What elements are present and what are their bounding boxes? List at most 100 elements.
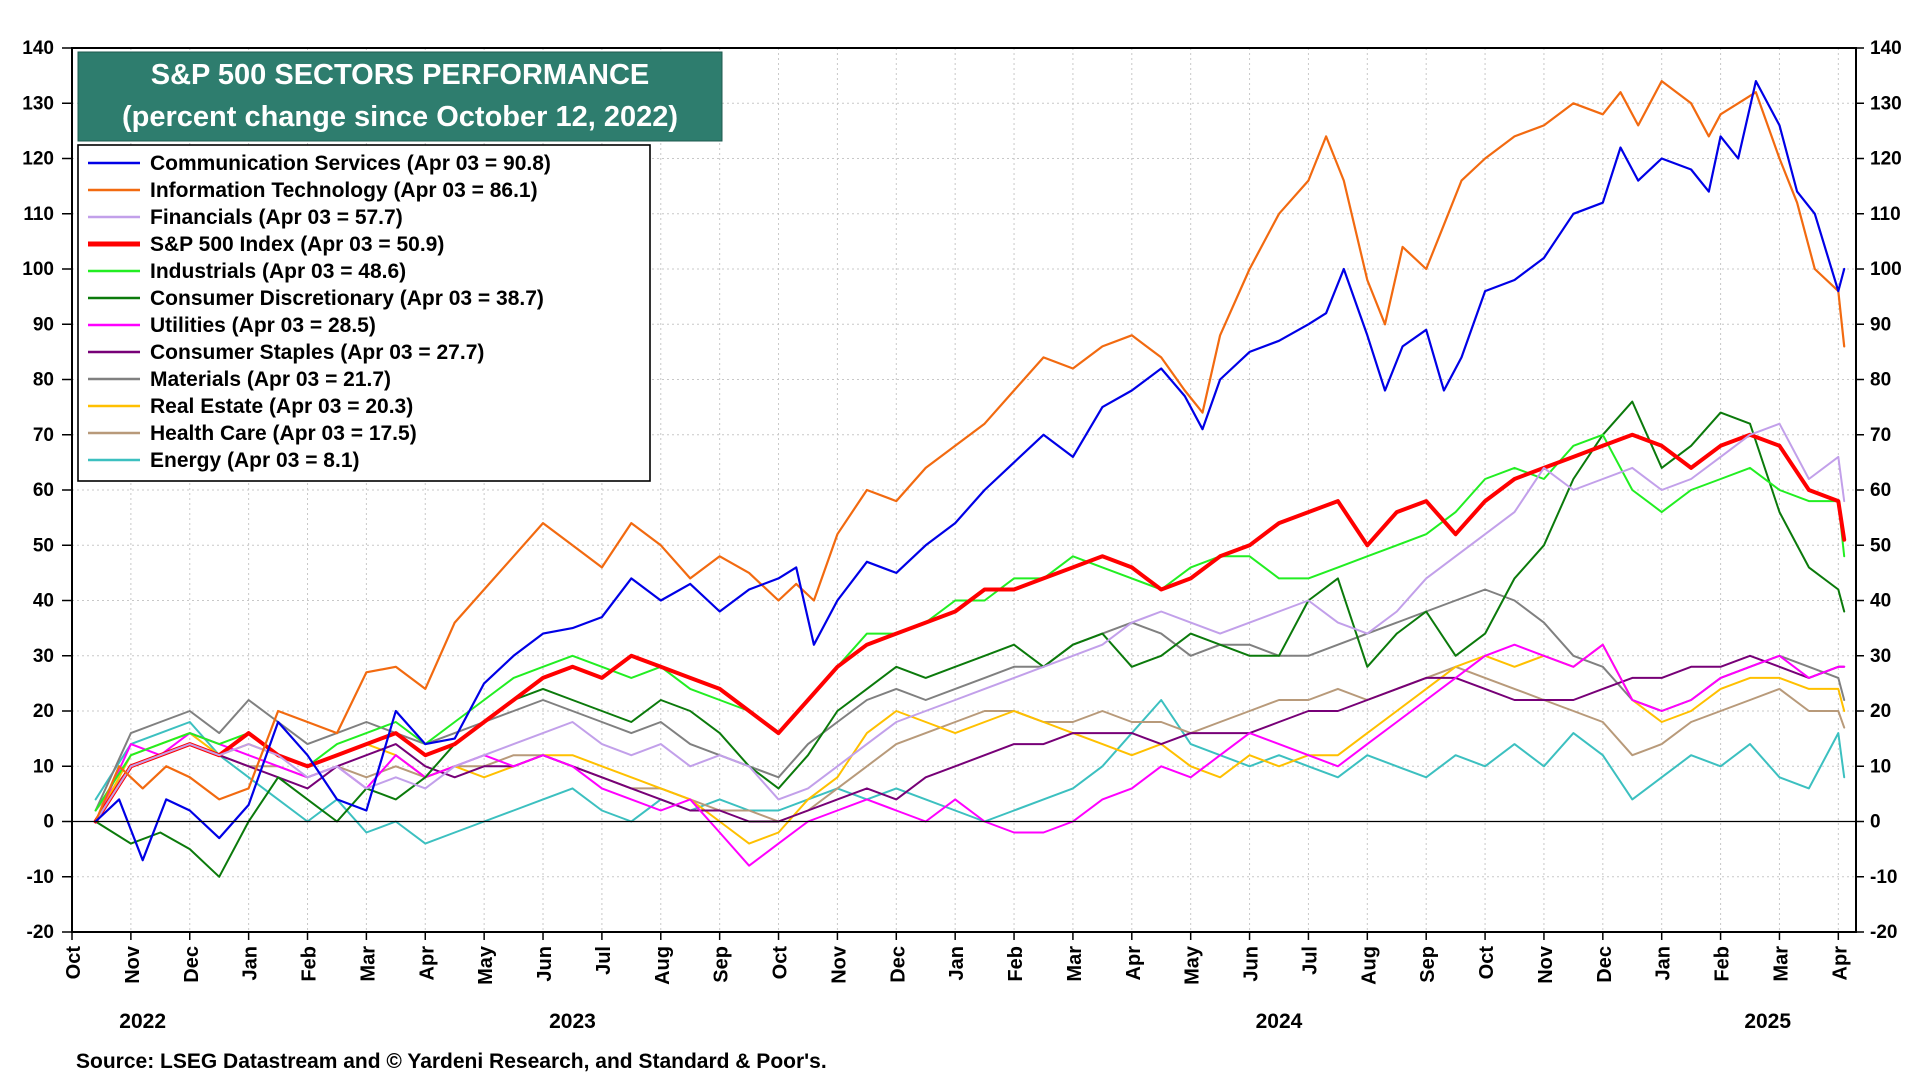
x-tick-label: Jul [593,946,615,975]
legend-label: Materials (Apr 03 = 21.7) [150,368,391,391]
x-tick-label: Dec [887,946,909,983]
x-tick-label: Feb [1005,946,1027,982]
x-tick-label: Nov [1535,945,1557,984]
y-tick-right: 70 [1870,425,1891,446]
series-line-2 [94,79,1846,823]
y-axis-right: -20 -10 0 10 20 30 40 50 60 70 80 90 100 110 120 130 140 [1856,38,1902,943]
y-tick-right: 20 [1870,701,1891,722]
y-tick-right: 0 [1870,812,1881,833]
series-line-5 [94,433,1846,812]
series-line-11 [94,665,1846,823]
x-tick-label: Mar [1770,946,1792,982]
legend-label: Health Care (Apr 03 = 17.5) [150,422,417,445]
y-tick-left: 70 [33,425,54,446]
x-tick-label: Apr [1123,946,1145,981]
x-tick-label: Jan [1653,946,1675,980]
series-line-10 [94,643,1846,845]
series-line-6 [94,400,1846,878]
source-note: Source: LSEG Datastream and © Yardeni Re… [76,1050,827,1073]
legend-label: S&P 500 Index (Apr 03 = 50.9) [150,233,444,256]
legend-label: Information Technology (Apr 03 = 86.1) [150,179,538,202]
series-line-8 [94,654,1846,823]
y-tick-left: 110 [23,204,54,225]
y-tick-right: 130 [1870,93,1902,114]
x-tick-label: Jun [1241,946,1263,982]
x-tick-label: Sep [1417,946,1439,983]
legend-label: Consumer Staples (Apr 03 = 27.7) [150,341,484,364]
y-tick-left: 30 [33,646,54,667]
x-year-label: 2022 [119,1010,166,1033]
y-tick-left: 90 [33,314,54,335]
series-line-1 [94,79,1846,862]
x-tick-label: Aug [652,946,674,985]
y-tick-right: 120 [1870,149,1902,170]
legend-label: Communication Services (Apr 03 = 90.8) [150,152,551,175]
legend-label: Industrials (Apr 03 = 48.6) [150,260,406,283]
y-tick-right: 60 [1870,480,1891,501]
series-line-7 [94,643,1846,867]
y-tick-left: 100 [22,259,54,280]
y-tick-right: 10 [1870,756,1891,777]
x-tick-label: Nov [122,945,144,984]
x-tick-label: Nov [828,945,850,984]
y-tick-left: 10 [33,756,54,777]
legend-label: Utilities (Apr 03 = 28.5) [150,314,376,337]
y-tick-right: 30 [1870,646,1891,667]
y-tick-left: 130 [22,93,54,114]
x-tick-label: Jul [1299,946,1321,975]
y-tick-left: 50 [33,535,54,556]
x-tick-label: Feb [299,946,321,982]
chart-title: S&P 500 SECTORS PERFORMANCE [151,59,650,91]
y-tick-left: 0 [43,812,54,833]
x-tick-label: Apr [1829,946,1851,981]
y-tick-right: 40 [1870,591,1891,612]
legend-label: Energy (Apr 03 = 8.1) [150,449,360,472]
x-tick-label: May [1182,945,1204,985]
x-tick-label: Jan [240,946,262,980]
x-tick-label: Apr [416,946,438,981]
y-tick-right: 100 [1870,259,1902,280]
y-tick-left: -20 [27,922,54,943]
y-axis-left: -20 -10 0 10 20 30 40 50 60 70 80 90 100 110 120 130 140 [22,38,72,943]
x-tick-label: Jan [946,946,968,980]
x-tick-label: Jun [534,946,556,982]
x-tick-label: Oct [770,946,792,980]
legend-label: Consumer Discretionary (Apr 03 = 38.7) [150,287,544,310]
x-year-label: 2024 [1256,1010,1303,1033]
y-tick-right: 110 [1870,204,1901,225]
x-tick-label: Dec [1594,946,1616,983]
y-tick-left: 40 [33,591,54,612]
y-tick-left: 120 [22,149,54,170]
x-year-label: 2025 [1744,1010,1791,1033]
y-tick-left: 20 [33,701,54,722]
x-axis: Oct Nov Dec Jan Feb Mar Apr May Jun Jul Aug Sep Oct N… [63,932,1851,1033]
y-tick-right: -10 [1870,867,1897,888]
series-line-4 [93,432,1847,824]
legend: Communication Services (Apr 03 = 90.8) In… [77,144,651,482]
y-tick-right: 140 [1870,38,1902,59]
series-line-3 [94,422,1846,823]
x-tick-label: Oct [63,946,85,980]
x-year-label: 2023 [549,1010,596,1033]
x-tick-label: Feb [1712,946,1734,982]
x-tick-label: Dec [181,946,203,983]
legend-label: Financials (Apr 03 = 57.7) [150,206,403,229]
x-tick-label: Mar [1064,946,1086,982]
y-tick-right: 90 [1870,314,1891,335]
series-line-9 [94,588,1846,812]
x-tick-label: May [475,945,497,985]
x-tick-label: Sep [711,946,733,983]
y-tick-left: 80 [33,370,54,391]
title-box: S&P 500 SECTORS PERFORMANCE (percent cha… [77,51,723,142]
x-tick-label: Aug [1358,946,1380,985]
y-tick-right: 80 [1870,370,1891,391]
chart-subtitle: (percent change since October 12, 2022) [122,101,678,133]
y-tick-right: -20 [1870,922,1897,943]
y-tick-right: 50 [1870,535,1891,556]
y-tick-left: 60 [33,480,54,501]
legend-label: Real Estate (Apr 03 = 20.3) [150,395,413,418]
x-tick-label: Mar [357,946,379,982]
y-tick-left: 140 [22,38,54,59]
x-tick-label: Oct [1476,946,1498,980]
